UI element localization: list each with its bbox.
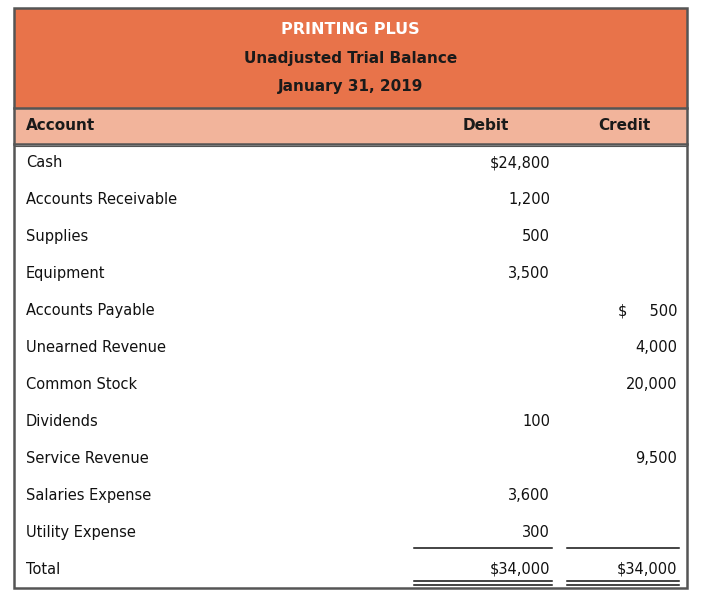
Text: 20,000: 20,000 bbox=[625, 377, 677, 392]
Text: 300: 300 bbox=[522, 525, 550, 540]
Text: $24,800: $24,800 bbox=[489, 155, 550, 170]
Text: Supplies: Supplies bbox=[26, 229, 88, 244]
Text: 4,000: 4,000 bbox=[635, 340, 677, 355]
Text: PRINTING PLUS: PRINTING PLUS bbox=[281, 22, 420, 38]
Text: $34,000: $34,000 bbox=[489, 562, 550, 577]
Text: Salaries Expense: Salaries Expense bbox=[26, 488, 151, 503]
Text: Equipment: Equipment bbox=[26, 266, 105, 281]
Text: January 31, 2019: January 31, 2019 bbox=[278, 78, 423, 94]
Text: Accounts Receivable: Accounts Receivable bbox=[26, 192, 177, 207]
Text: Unadjusted Trial Balance: Unadjusted Trial Balance bbox=[244, 50, 457, 66]
Text: 100: 100 bbox=[522, 414, 550, 429]
Bar bbox=[14, 144, 687, 588]
Text: $   500: $ 500 bbox=[618, 303, 677, 318]
Text: Unearned Revenue: Unearned Revenue bbox=[26, 340, 166, 355]
Text: Service Revenue: Service Revenue bbox=[26, 451, 149, 466]
Text: 9,500: 9,500 bbox=[635, 451, 677, 466]
Text: $34,000: $34,000 bbox=[616, 562, 677, 577]
Text: Dividends: Dividends bbox=[26, 414, 99, 429]
Text: Credit: Credit bbox=[599, 119, 651, 134]
Text: 500: 500 bbox=[522, 229, 550, 244]
Text: 1,200: 1,200 bbox=[508, 192, 550, 207]
Text: Debit: Debit bbox=[463, 119, 509, 134]
Text: Total: Total bbox=[26, 562, 60, 577]
Text: 3,500: 3,500 bbox=[508, 266, 550, 281]
Bar bbox=[14, 108, 687, 144]
Text: 3,600: 3,600 bbox=[508, 488, 550, 503]
Text: Cash: Cash bbox=[26, 155, 62, 170]
Text: Common Stock: Common Stock bbox=[26, 377, 137, 392]
Text: Account: Account bbox=[26, 119, 95, 134]
Text: Accounts Payable: Accounts Payable bbox=[26, 303, 155, 318]
Text: Utility Expense: Utility Expense bbox=[26, 525, 136, 540]
Bar bbox=[14, 8, 687, 108]
